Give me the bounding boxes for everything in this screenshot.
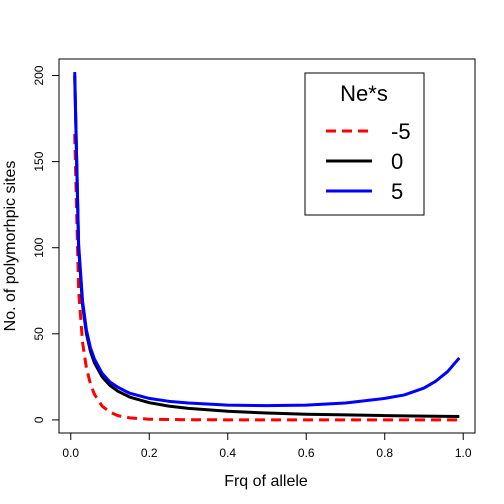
x-tick-label: 0.4	[219, 446, 236, 460]
x-axis-title: Frq of allele	[224, 473, 308, 490]
legend: Ne*s -5 0 5	[304, 72, 425, 216]
y-axis-title: No. of polymorhpic sites	[2, 161, 19, 332]
x-tick-label: 0.6	[298, 446, 315, 460]
series-layer	[73, 72, 461, 422]
legend-label-1: 0	[391, 149, 403, 174]
y-tick-label: 200	[32, 65, 46, 85]
x-tick-label: 0.8	[376, 446, 393, 460]
y-tick-label: 150	[32, 151, 46, 171]
legend-label-0: -5	[391, 119, 411, 144]
legend-label-2: 5	[391, 179, 403, 204]
y-tick-label: 0	[32, 416, 46, 423]
legend-title: Ne*s	[340, 81, 388, 106]
y-axis: 0 50 100 150 200	[32, 65, 60, 423]
y-tick-label: 50	[32, 327, 46, 341]
x-tick-label: 0.0	[62, 446, 79, 460]
x-axis: 0.0 0.2 0.4 0.6 0.8 1.0	[62, 432, 472, 460]
y-tick-label: 100	[32, 237, 46, 257]
x-tick-label: 1.0	[455, 446, 472, 460]
series-line-0	[73, 134, 460, 422]
series-line-2	[73, 72, 461, 408]
x-tick-label: 0.2	[141, 446, 158, 460]
